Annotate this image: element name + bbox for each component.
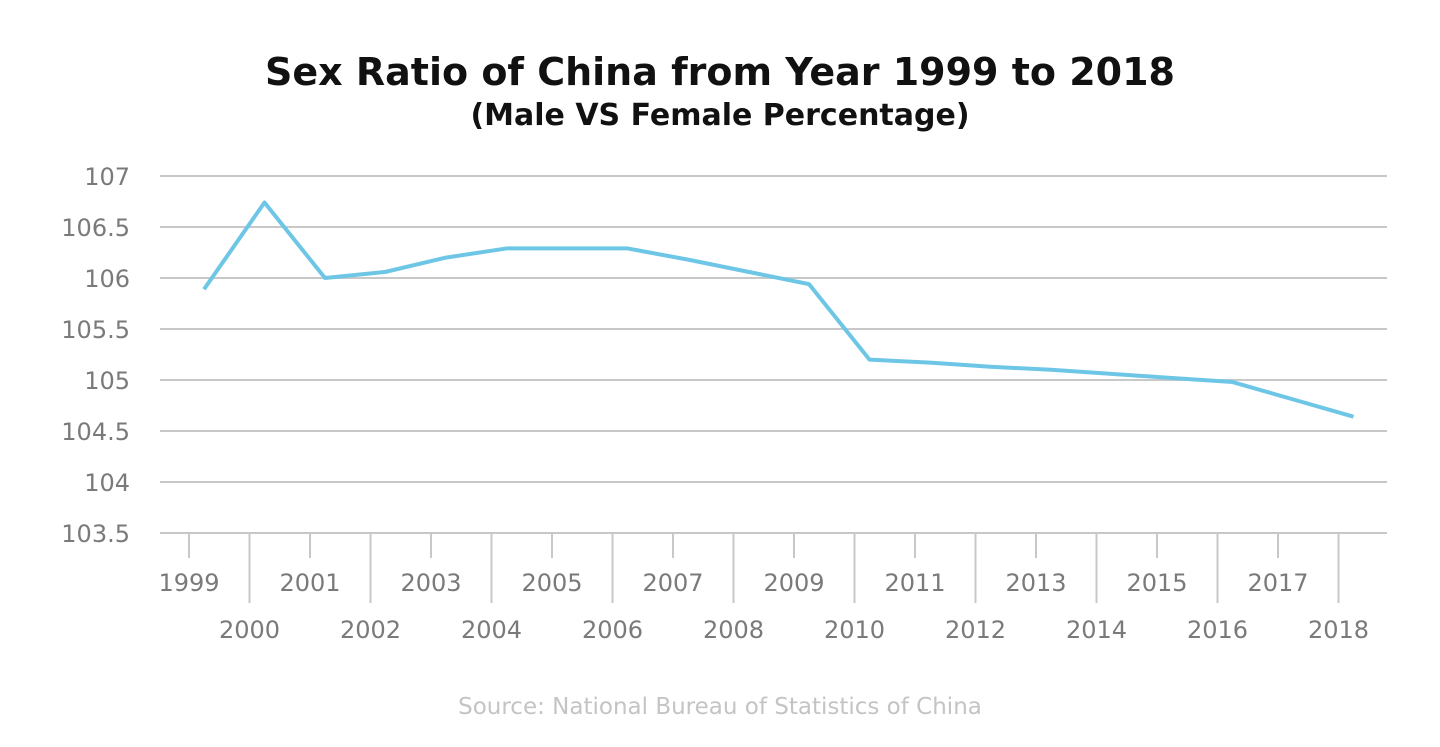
chart-title: Sex Ratio of China from Year 1999 to 201… bbox=[265, 50, 1175, 94]
y-tick-label: 103.5 bbox=[61, 520, 130, 548]
x-tick-label: 2010 bbox=[824, 616, 885, 644]
source-note: Source: National Bureau of Statistics of… bbox=[458, 694, 982, 720]
x-tick-label: 2013 bbox=[1005, 569, 1066, 597]
x-tick-label: 2009 bbox=[763, 569, 824, 597]
series-line bbox=[202, 200, 1355, 419]
y-tick-label: 106 bbox=[84, 265, 130, 293]
x-tick-label: 2003 bbox=[400, 569, 461, 597]
x-tick-label: 2007 bbox=[642, 569, 703, 597]
x-tick-label: 2005 bbox=[521, 569, 582, 597]
x-tick-label: 2002 bbox=[340, 616, 401, 644]
chart-subtitle: (Male VS Female Percentage) bbox=[470, 98, 970, 133]
x-tick-label: 2011 bbox=[884, 569, 945, 597]
y-tick-label: 104 bbox=[84, 469, 130, 497]
x-tick-label: 2018 bbox=[1308, 616, 1369, 644]
y-tick-label: 104.5 bbox=[61, 418, 130, 446]
y-tick-label: 105 bbox=[84, 367, 130, 395]
x-tick-label: 2017 bbox=[1247, 569, 1308, 597]
x-tick-label: 2012 bbox=[945, 616, 1006, 644]
x-tick-label: 2004 bbox=[461, 616, 522, 644]
x-tick-label: 2006 bbox=[582, 616, 643, 644]
x-tick-label: 1999 bbox=[158, 569, 219, 597]
x-tick-label: 2001 bbox=[279, 569, 340, 597]
y-tick-label: 106.5 bbox=[61, 214, 130, 242]
x-tick-label: 2008 bbox=[703, 616, 764, 644]
x-tick-label: 2014 bbox=[1066, 616, 1127, 644]
x-tick-label: 2015 bbox=[1126, 569, 1187, 597]
y-tick-label: 107 bbox=[84, 163, 130, 191]
x-tick-label: 2016 bbox=[1187, 616, 1248, 644]
y-tick-label: 105.5 bbox=[61, 316, 130, 344]
x-tick-label: 2000 bbox=[219, 616, 280, 644]
